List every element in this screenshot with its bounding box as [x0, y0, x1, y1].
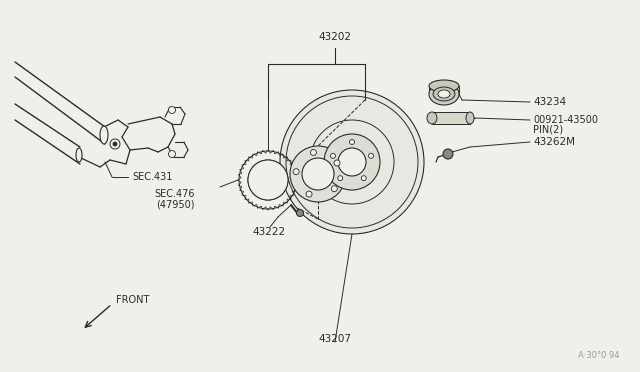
Ellipse shape: [76, 148, 82, 162]
Ellipse shape: [429, 80, 459, 92]
Circle shape: [349, 140, 355, 144]
Circle shape: [338, 148, 366, 176]
Circle shape: [168, 151, 175, 157]
Circle shape: [286, 96, 418, 228]
Ellipse shape: [429, 83, 459, 105]
Circle shape: [443, 149, 453, 159]
Circle shape: [338, 176, 343, 181]
Text: 43207: 43207: [319, 334, 351, 344]
Circle shape: [334, 160, 340, 166]
Text: (47950): (47950): [157, 199, 195, 209]
Text: SEC.476: SEC.476: [154, 189, 195, 199]
Circle shape: [239, 151, 297, 209]
Text: SEC.431: SEC.431: [132, 172, 172, 182]
Circle shape: [293, 169, 299, 175]
Text: PIN(2): PIN(2): [533, 124, 563, 134]
Ellipse shape: [433, 87, 455, 101]
Circle shape: [361, 176, 366, 181]
Circle shape: [330, 153, 335, 158]
Text: 43222: 43222: [252, 227, 285, 237]
Circle shape: [306, 191, 312, 197]
Ellipse shape: [438, 90, 450, 98]
Ellipse shape: [466, 112, 474, 124]
Text: A·30°0 94: A·30°0 94: [579, 351, 620, 360]
Text: 43262M: 43262M: [533, 137, 575, 147]
Ellipse shape: [100, 126, 108, 144]
Circle shape: [369, 153, 374, 158]
Circle shape: [248, 160, 288, 200]
Text: FRONT: FRONT: [116, 295, 149, 305]
Circle shape: [280, 90, 424, 234]
Circle shape: [332, 186, 337, 192]
Circle shape: [302, 158, 334, 190]
Circle shape: [290, 146, 346, 202]
Circle shape: [113, 142, 117, 146]
Circle shape: [168, 106, 175, 113]
Bar: [432, 112, 470, 124]
Ellipse shape: [427, 112, 437, 124]
Text: 00921-43500: 00921-43500: [533, 115, 598, 125]
Circle shape: [324, 134, 380, 190]
Text: 43202: 43202: [319, 32, 351, 42]
Text: 43234: 43234: [533, 97, 566, 107]
Circle shape: [296, 209, 303, 217]
Circle shape: [310, 150, 316, 155]
